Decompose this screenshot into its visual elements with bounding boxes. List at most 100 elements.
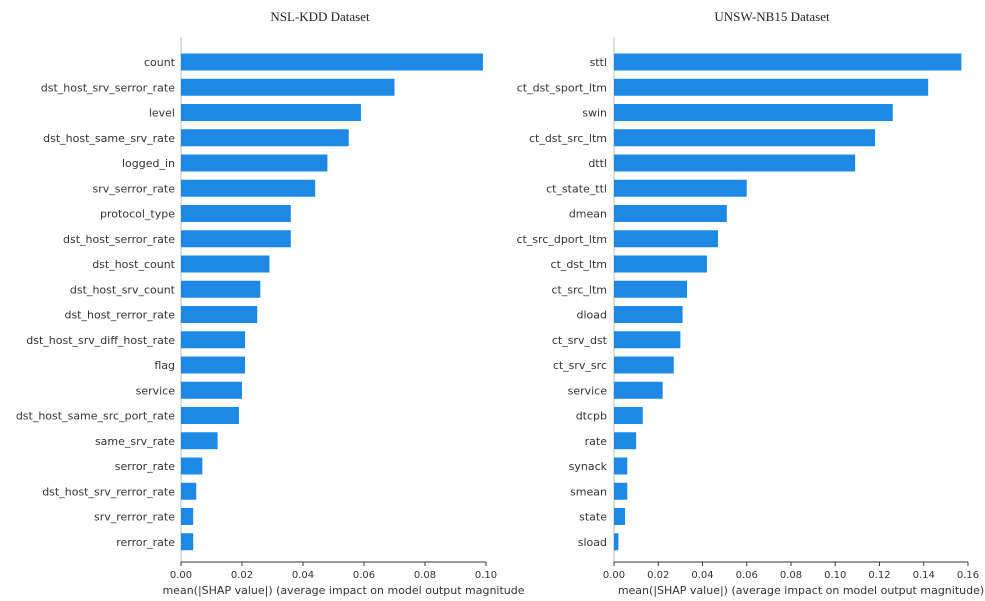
importance-bar [181,356,246,374]
x-tick-label: 0.16 [957,570,979,581]
feature-label: dst_host_srv_serror_rate [41,81,175,94]
feature-label: logged_in [122,157,175,170]
importance-bar [614,255,707,273]
x-tick-label: 0.06 [353,570,375,581]
feature-label: srv_rerror_rate [94,511,175,524]
x-tick-label: 0.08 [414,570,436,581]
importance-bar [614,432,637,450]
feature-label: srv_serror_rate [93,182,176,195]
importance-bar [181,508,194,525]
importance-bar [181,457,203,475]
x-tick-label: 0.02 [647,570,669,581]
importance-bar [181,129,349,147]
importance-bar [181,255,270,273]
feature-label: same_srv_rate [95,435,175,448]
importance-bar [181,78,395,96]
importance-bar [614,331,681,349]
importance-bar [181,179,316,197]
feature-label: service [136,384,176,397]
x-tick-label: 0.00 [170,570,192,581]
importance-bar [614,280,688,298]
importance-bar [181,533,194,551]
x-tick-label: 0.12 [868,570,890,581]
importance-bar [181,154,328,172]
unsw-nb15-x-axis-title: mean(|SHAP value|) (average impact on mo… [618,584,984,597]
feature-label: sload [578,536,607,549]
feature-label: dload [577,309,608,322]
x-tick-label: 0.08 [780,570,802,581]
x-tick-label: 0.10 [824,570,846,581]
x-tick-label: 0.04 [691,570,713,581]
x-tick-label: 0.02 [231,570,253,581]
feature-label: protocol_type [100,208,175,221]
feature-label: dst_host_srv_diff_host_rate [26,334,175,347]
importance-bar [614,457,628,475]
feature-label: dst_host_count [92,258,175,271]
feature-label: dttl [588,157,607,170]
importance-bar [181,53,483,71]
feature-label: sttl [590,56,607,69]
importance-bar [614,306,683,323]
feature-label: dtcpb [576,410,607,423]
feature-label: ct_dst_src_ltm [529,132,607,145]
feature-label: dst_host_srv_rerror_rate [42,485,175,498]
feature-label: dst_host_same_src_port_rate [16,410,175,423]
importance-bar [181,331,246,349]
feature-label: dst_host_srv_count [70,283,176,296]
nsl-kdd-panel: NSL-KDD Dataset count dst_host_srv_serror_… [16,9,525,597]
feature-label: ct_src_dport_ltm [516,233,607,246]
importance-bar [614,179,747,197]
x-tick-label: 0.10 [475,570,497,581]
feature-label: flag [154,359,175,372]
x-tick-label: 0.14 [913,570,935,581]
importance-bar [181,230,291,248]
feature-label: dst_host_rerror_rate [64,309,175,322]
feature-label: ct_dst_sport_ltm [517,81,607,94]
importance-bar [614,78,929,96]
x-tick-label: 0.04 [292,570,314,581]
feature-label: synack [569,460,608,473]
importance-bar [614,230,718,248]
feature-label: smean [570,485,607,498]
importance-bar [614,482,628,500]
feature-label: dst_host_serror_rate [63,233,175,246]
feature-label: ct_srv_src [553,359,607,372]
x-tick-label: 0.00 [603,570,625,581]
feature-label: rerror_rate [116,536,175,549]
importance-bar [614,53,962,71]
feature-label: serror_rate [115,460,175,473]
nsl-kdd-x-axis-title: mean(|SHAP value|) (average impact on mo… [162,584,524,597]
feature-label: dmean [569,208,607,221]
importance-bar [614,381,663,399]
importance-bar [614,533,619,551]
importance-bar [181,407,239,424]
importance-bar [181,280,261,298]
importance-bar [181,205,291,222]
importance-bar [614,104,893,121]
nsl-kdd-title: NSL-KDD Dataset [270,9,370,24]
feature-label: level [149,107,175,120]
importance-bar [614,129,876,147]
feature-label: rate [585,435,608,448]
x-tick-label: 0.06 [736,570,758,581]
feature-label: dst_host_same_srv_rate [43,132,175,145]
importance-bar [181,381,242,399]
importance-bar [614,205,727,222]
feature-label: ct_srv_dst [552,334,608,347]
feature-label: service [568,384,608,397]
feature-label: state [579,511,607,524]
feature-label: ct_dst_ltm [551,258,607,271]
importance-bar [614,407,643,424]
feature-label: count [144,56,176,69]
importance-bar [181,482,197,500]
unsw-nb15-panel: UNSW-NB15 Dataset sttl ct_dst_sport_ltmswi… [516,9,984,597]
importance-bar [181,104,361,121]
feature-label: ct_state_ttl [546,182,607,195]
feature-label: ct_src_ltm [551,283,607,296]
importance-bar [614,154,856,172]
unsw-nb15-title: UNSW-NB15 Dataset [714,9,830,24]
feature-label: swin [582,107,607,120]
importance-bar [181,432,218,450]
